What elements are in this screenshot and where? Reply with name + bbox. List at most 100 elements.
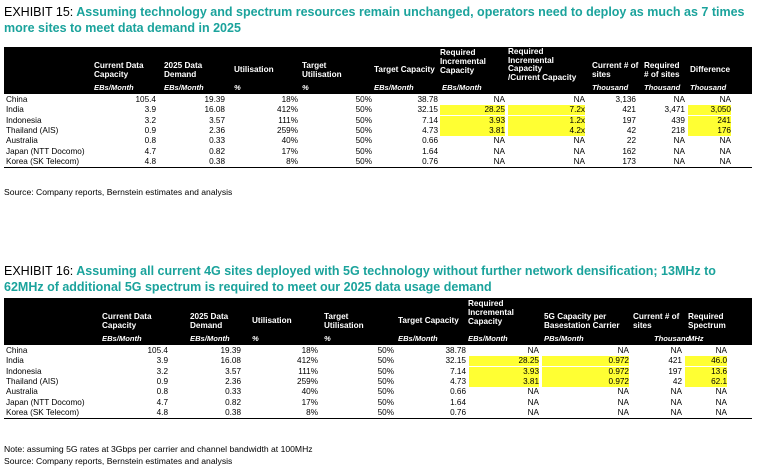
table-cell: NA <box>617 346 629 355</box>
header-unit: Thousand <box>644 83 681 92</box>
header-label: Difference <box>690 65 731 74</box>
table-cell: NA <box>670 397 682 407</box>
exhibit-16-label: EXHIBIT 16: <box>4 264 74 278</box>
table-row: Thailand (AIS) 0.9 2.36 259% 50% 4.73 3.81 0.97… <box>4 376 752 387</box>
table-row: Indonesia 3.2 3.57 111% 50% 7.14 3.93 0.972 197 1… <box>4 366 752 377</box>
table-cell: 50% <box>377 407 394 417</box>
table-cell: 19.39 <box>204 95 226 104</box>
exhibit-16-table: China 105.4 19.39 18% 50% 38.78 NA NA NA NA India 3… <box>4 345 752 419</box>
header-label: Incremental <box>440 57 486 66</box>
table-cell: 3.57 <box>225 366 241 376</box>
table-cell: NA <box>617 387 629 397</box>
header-unit: % <box>252 334 259 343</box>
table-row: Japan (NTT Docomo) 4.7 0.82 17% 50% 1.64 NA NA 1… <box>4 147 752 157</box>
table-cell: 105.4 <box>135 95 157 104</box>
header-unit: EBs/Month <box>442 83 482 92</box>
header-label: Current Data <box>94 61 144 70</box>
table-cell: NA <box>670 407 682 417</box>
header-label: Current # of <box>633 312 680 321</box>
table-cell: 259% <box>277 125 298 135</box>
table-row: Australia 0.8 0.33 40% 50% 0.66 NA NA 22 NA NA <box>4 136 752 146</box>
table-cell: 0.33 <box>209 136 225 146</box>
table-cell: 111% <box>278 115 298 125</box>
table-cell: 50% <box>355 115 372 125</box>
table-row: India 3.9 16.08 412% 50% 32.15 28.25 0.972 421 46… <box>4 356 752 367</box>
table-cell: 173 <box>622 156 636 166</box>
table-cell: 50% <box>355 125 372 135</box>
table-cell: NA <box>493 95 505 104</box>
table-cell: 7.14 <box>422 115 438 125</box>
table-cell: 32.15 <box>445 356 467 366</box>
exhibit-16-note: Note: assuming 5G rates at 3Gbps per car… <box>4 444 313 454</box>
table-row: China 105.4 19.39 18% 50% 38.78 NA NA 3,136 NA NA <box>4 95 752 105</box>
table-cell: 42 <box>672 376 682 386</box>
table-cell: 4.73 <box>422 125 438 135</box>
table-cell: NA <box>715 387 727 397</box>
table-cell: 0.82 <box>225 397 241 407</box>
table-cell: NA <box>673 156 685 166</box>
header-label: sites <box>592 70 611 79</box>
table-row: Australia 0.8 0.33 40% 50% 0.66 NA NA NA NA <box>4 387 752 397</box>
table-cell: 42 <box>626 125 636 135</box>
header-label: Capacity <box>94 70 129 79</box>
header-unit: EBs/Month <box>190 334 230 343</box>
header-label: Capacity <box>102 321 137 330</box>
table-cell: 0.972 <box>542 376 629 387</box>
header-unit: Thousand <box>654 334 691 343</box>
table-cell: 8% <box>286 156 298 166</box>
table-cell: 0.8 <box>144 136 156 146</box>
table-cell: 439 <box>671 115 685 125</box>
table-cell: 259% <box>297 376 318 386</box>
exhibit-15-header: Current Data Capacity EBs/Month 2025 Data De… <box>4 47 752 94</box>
header-label: # of sites <box>644 70 680 79</box>
header-label: Required <box>644 61 680 70</box>
exhibit-16: EXHIBIT 16: Assuming all current 4G site… <box>4 263 752 419</box>
row-label: Thailand (AIS) <box>6 125 59 135</box>
table-cell: 241 <box>688 115 731 126</box>
header-label: Utilisation <box>234 65 274 74</box>
table-cell: NA <box>673 136 685 146</box>
header-label: Capacity <box>440 66 475 75</box>
header-label: Basestation Carrier <box>544 321 620 330</box>
row-label: Thailand (AIS) <box>6 376 59 386</box>
table-cell: 3.2 <box>144 115 156 125</box>
table-cell: 0.33 <box>225 387 241 397</box>
exhibit-16-header: Current Data Capacity EBs/Month 2025 Data De… <box>4 298 752 345</box>
table-cell: 3.81 <box>440 125 505 136</box>
header-label: Target <box>324 312 349 321</box>
table-cell: 4.73 <box>450 376 466 386</box>
table-cell: 4.7 <box>144 146 156 156</box>
table-row: India 3.9 16.08 412% 50% 32.15 28.25 7.2x 421 3,4… <box>4 105 752 116</box>
header-label: Required <box>688 312 724 321</box>
table-cell: 0.76 <box>450 407 466 417</box>
header-label: Utilisation <box>324 321 364 330</box>
table-cell: 2.36 <box>225 376 241 386</box>
table-row: Korea (SK Telecom) 4.8 0.38 8% 50% 0.76 NA NA 17… <box>4 157 752 167</box>
table-cell: 50% <box>377 366 394 376</box>
table-cell: 7.14 <box>450 366 466 376</box>
table-cell: 0.9 <box>144 125 156 135</box>
header-unit: % <box>302 83 309 92</box>
row-label: China <box>6 346 28 355</box>
table-cell: 3,471 <box>664 105 686 115</box>
exhibit-15-source: Source: Company reports, Bernstein estim… <box>4 187 233 197</box>
table-cell: 3.93 <box>440 115 505 126</box>
header-label: Demand <box>190 321 223 330</box>
table-row: Japan (NTT Docomo) 4.7 0.82 17% 50% 1.64 NA NA N… <box>4 398 752 408</box>
table-cell: NA <box>493 156 505 166</box>
table-cell: 3.9 <box>144 105 156 115</box>
exhibit-16-source: Source: Company reports, Bernstein estim… <box>4 456 233 466</box>
header-label: Current Data <box>102 312 152 321</box>
header-label: 2025 Data <box>190 312 229 321</box>
header-label: Required <box>508 47 544 56</box>
table-cell: 16.08 <box>204 105 226 115</box>
table-cell: 18% <box>281 95 298 104</box>
table-cell: 3,136 <box>615 95 637 104</box>
exhibit-15-title: EXHIBIT 15: Assuming technology and spec… <box>4 5 745 35</box>
header-unit: EBs/Month <box>398 334 438 343</box>
table-cell: 8% <box>306 407 318 417</box>
row-label: Australia <box>6 136 38 146</box>
header-unit: % <box>234 83 241 92</box>
table-cell: 3.9 <box>156 356 168 366</box>
table-cell: NA <box>715 397 727 407</box>
